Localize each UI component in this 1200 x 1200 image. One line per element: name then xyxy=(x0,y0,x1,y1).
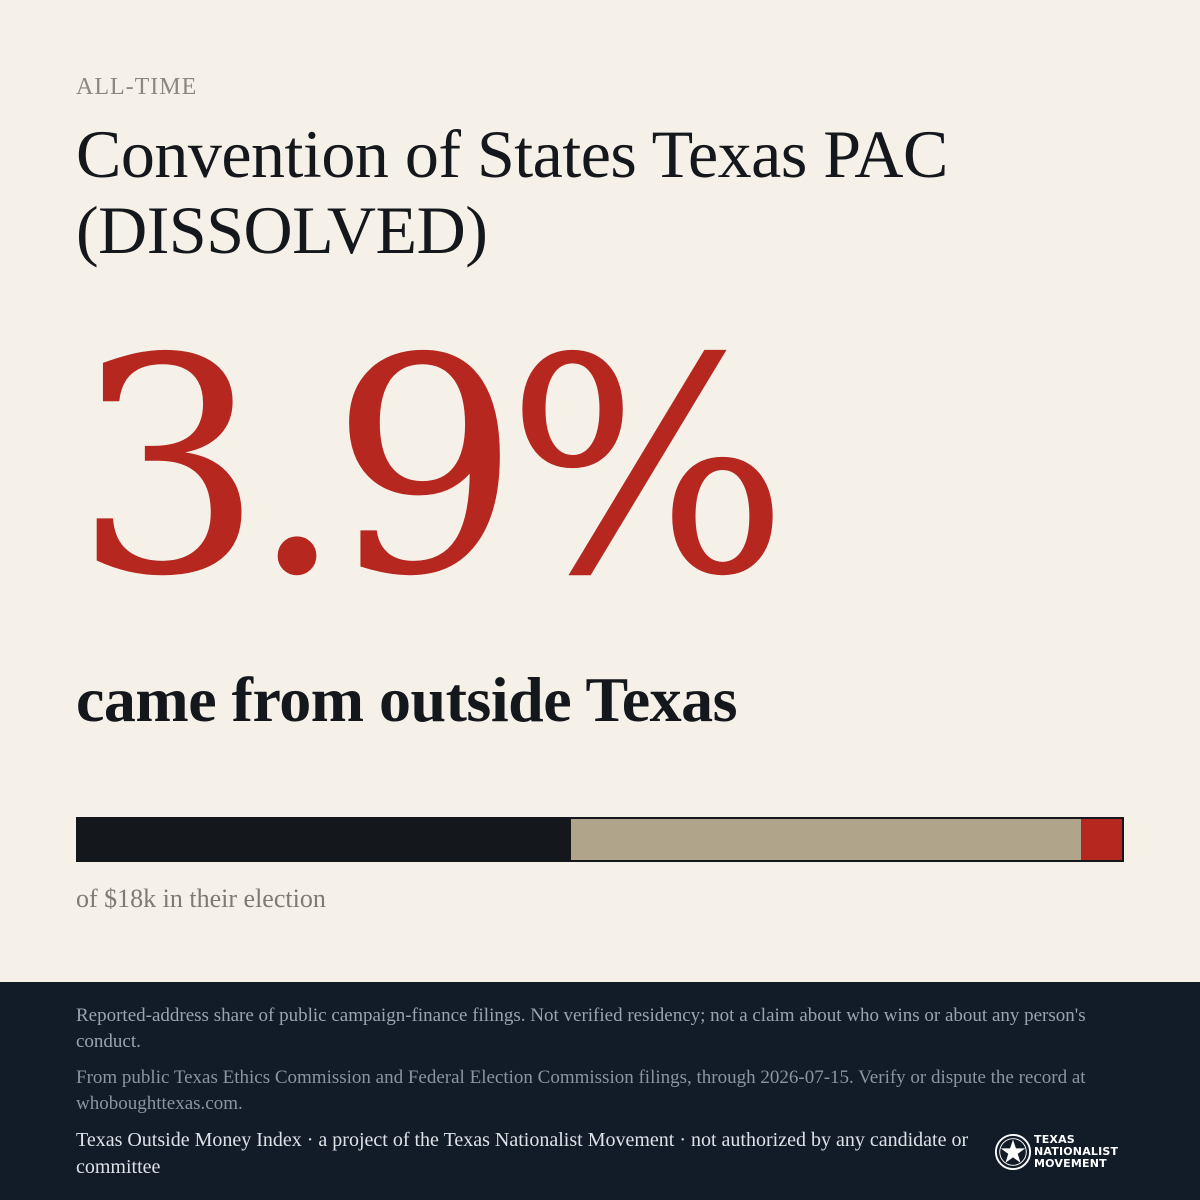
headline-percentage: 3.9% xyxy=(74,295,789,642)
bar-segment-3 xyxy=(1081,819,1122,860)
source-text: From public Texas Ethics Commission and … xyxy=(76,1067,1086,1114)
bar-segment-2 xyxy=(570,819,1082,860)
time-range-label: ALL-TIME xyxy=(76,74,198,100)
total-caption: of $18k in their election xyxy=(76,884,326,913)
tnm-logo: TEXAS NATIONALIST MOVEMENT xyxy=(994,1130,1124,1174)
star-seal-icon xyxy=(994,1133,1032,1171)
logo-line-1: TEXAS xyxy=(1034,1133,1075,1146)
logo-line-2: NATIONALIST xyxy=(1034,1145,1119,1158)
credit-text: Texas Outside Money Index · a project of… xyxy=(76,1129,969,1178)
bar-segment-1 xyxy=(78,819,571,860)
logo-line-3: MOVEMENT xyxy=(1034,1157,1107,1170)
disclaimer-text: Reported-address share of public campaig… xyxy=(76,1005,1086,1052)
headline-subtitle: came from outside Texas xyxy=(76,664,738,735)
page-title: Convention of States Texas PAC (DISSOLVE… xyxy=(76,116,948,268)
share-bar xyxy=(76,817,1124,862)
